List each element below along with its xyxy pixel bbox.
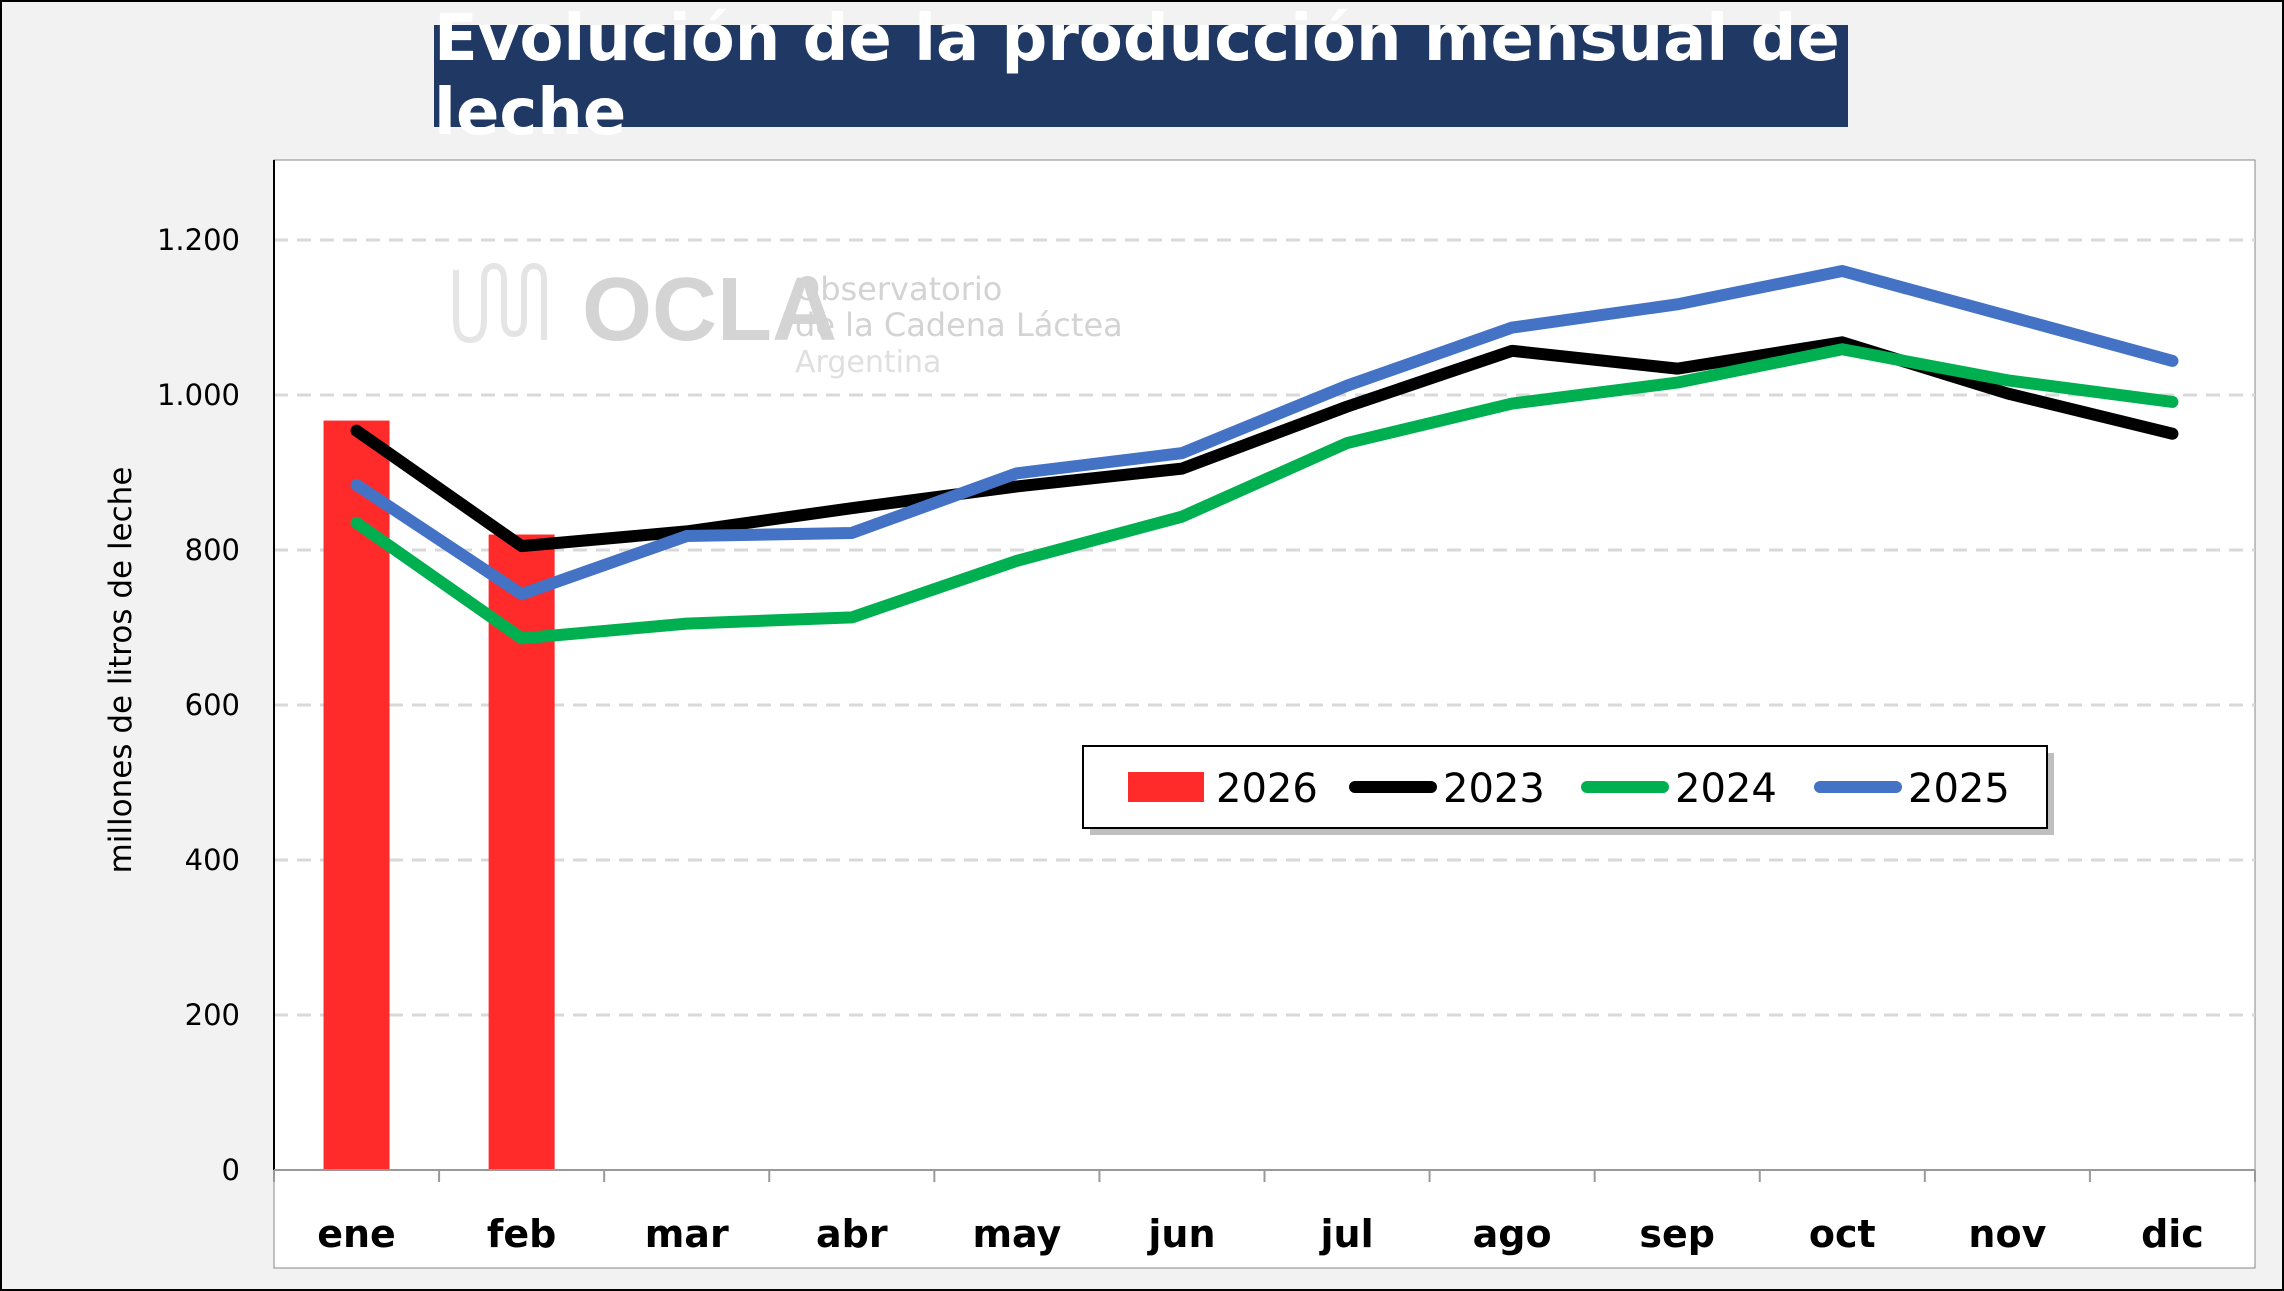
x-tick-label-mar: mar <box>645 1212 729 1256</box>
x-tick-label-nov: nov <box>1968 1212 2046 1256</box>
watermark-line1: Observatorio <box>795 270 1002 308</box>
watermark-line2: de la Cadena Láctea <box>795 306 1123 344</box>
y-axis-label: millones de litros de leche <box>103 467 139 874</box>
x-tick-label-ago: ago <box>1473 1212 1552 1256</box>
line-2025 <box>350 265 2179 601</box>
y-tick-label: 400 <box>185 843 240 877</box>
y-tick-label: 1.000 <box>157 378 240 412</box>
x-tick-label-abr: abr <box>816 1212 888 1256</box>
x-tick-label-jun: jun <box>1146 1212 1215 1256</box>
legend-label-2025: 2025 <box>1908 766 2010 812</box>
watermark-line3: Argentina <box>795 345 941 380</box>
x-tick-label-oct: oct <box>1809 1212 1876 1256</box>
ocla-logo-icon <box>453 262 547 344</box>
chart-title: Evolución de la producción mensual de le… <box>434 2 1848 150</box>
legend: 2026 2023 2024 2025 <box>1082 745 2054 835</box>
legend-label-2023: 2023 <box>1443 766 1545 812</box>
y-tick-label: 200 <box>185 998 240 1032</box>
x-tick-label-dic: dic <box>2141 1212 2204 1256</box>
x-tick-label-sep: sep <box>1639 1212 1715 1256</box>
y-tick-label: 800 <box>185 533 240 567</box>
line-2024 <box>350 343 2179 645</box>
x-tick-label-jul: jul <box>1318 1212 1373 1256</box>
legend-swatch-2026 <box>1128 772 1204 802</box>
bar-2026-feb <box>488 534 555 1170</box>
x-tick-label-may: may <box>972 1212 1061 1256</box>
legend-label-2024: 2024 <box>1675 766 1777 812</box>
y-tick-label: 600 <box>185 688 240 722</box>
plot-area <box>273 159 2256 1269</box>
watermark-logo: OCLA <box>582 260 837 360</box>
y-tick-label: 1.200 <box>157 223 240 257</box>
ocla-watermark: OCLA Observatorio de la Cadena Láctea Ar… <box>453 260 1123 380</box>
x-tick-label-feb: feb <box>487 1212 557 1256</box>
legend-label-2026: 2026 <box>1216 766 1318 812</box>
x-tick-label-ene: ene <box>317 1212 396 1256</box>
y-tick-label: 0 <box>222 1153 240 1187</box>
